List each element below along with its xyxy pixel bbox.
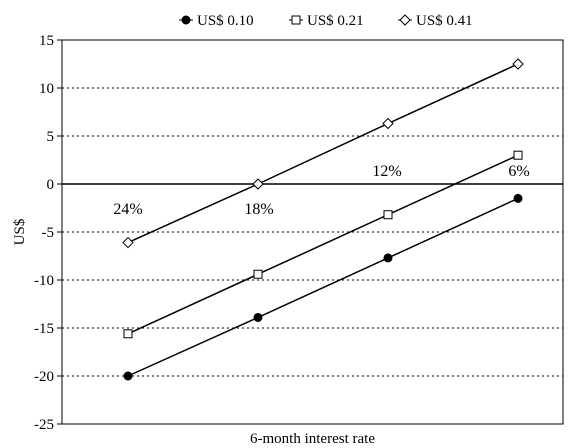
- series-line-1: [127, 197, 519, 377]
- gridlines: [62, 87, 563, 377]
- x-axis-title: 6-month interest rate: [250, 431, 375, 447]
- data-point: [382, 117, 394, 130]
- y-tick-label: 0: [47, 177, 55, 193]
- y-tick-label: -25: [34, 417, 54, 433]
- series-line-3: [127, 63, 519, 244]
- data-point: [123, 329, 133, 339]
- legend-entry: US$ 0.10: [197, 13, 254, 29]
- data-point: [123, 371, 133, 381]
- data-point: [512, 58, 524, 70]
- y-tick-label: -5: [42, 225, 55, 241]
- data-point: [253, 312, 263, 322]
- series-lines: [122, 58, 524, 381]
- data-point: [383, 253, 393, 263]
- legend-marker: [181, 15, 191, 25]
- data-point: [383, 210, 393, 220]
- category-label: 18%: [244, 201, 273, 218]
- category-label: 6%: [508, 163, 529, 180]
- data-point: [122, 236, 134, 249]
- y-tick-label: -20: [34, 369, 54, 385]
- series-line-2: [127, 154, 519, 335]
- category-labels: 24% 18% 12% 6%: [113, 163, 529, 218]
- legend: US$ 0.10 US$ 0.21 US$ 0.41: [179, 13, 473, 29]
- y-tick-label: -15: [34, 321, 54, 337]
- data-point: [252, 178, 264, 190]
- category-label: 12%: [372, 163, 401, 180]
- y-tick-label: 15: [39, 33, 54, 49]
- legend-entry: US$ 0.21: [307, 13, 364, 29]
- legend-marker: [291, 15, 301, 25]
- y-axis-title: US$: [12, 218, 28, 245]
- data-point: [513, 193, 523, 203]
- y-tick-label: -10: [34, 273, 54, 289]
- legend-marker: [399, 14, 411, 26]
- data-point: [253, 269, 263, 279]
- y-tick-label: 5: [47, 129, 55, 145]
- y-axis-ticks: 15 10 5 0 -5 -10 -15 -20 -25: [34, 33, 62, 433]
- y-tick-label: 10: [39, 81, 54, 97]
- legend-entry: US$ 0.41: [416, 13, 473, 29]
- data-point: [513, 150, 523, 160]
- category-label: 24%: [113, 201, 142, 218]
